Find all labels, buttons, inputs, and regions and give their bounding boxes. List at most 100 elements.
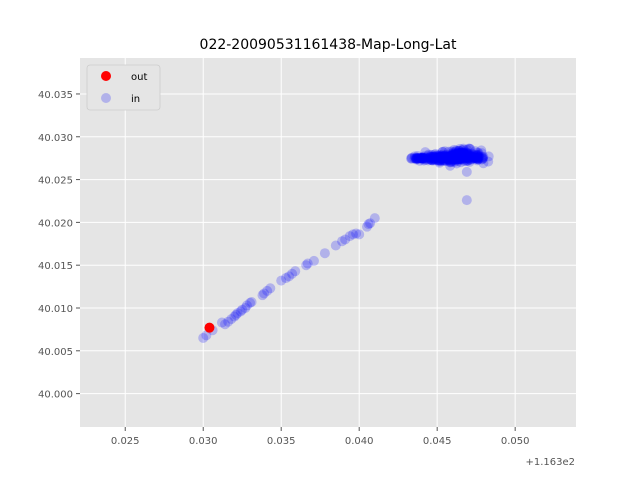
data-point-in [433, 155, 444, 166]
data-point-in [447, 151, 458, 162]
data-point-in [434, 155, 445, 166]
data-point-in [431, 155, 442, 166]
data-point-in [446, 152, 457, 163]
data-point-in [453, 148, 464, 159]
data-point-in [477, 152, 488, 163]
data-point-in [461, 149, 472, 160]
data-point-in [425, 153, 436, 164]
data-point-in [472, 155, 483, 166]
data-point-in [441, 152, 452, 163]
y-tick-label: 40.000 [38, 390, 73, 401]
data-point-in [284, 271, 295, 282]
data-point-in [439, 151, 450, 162]
data-point-in [240, 302, 251, 313]
data-point-in [412, 153, 423, 164]
data-point-in [453, 152, 464, 163]
data-point-in [437, 149, 448, 160]
data-point-in [201, 330, 212, 341]
data-point-in [472, 149, 483, 160]
data-point-in [454, 152, 465, 163]
data-point-in [443, 153, 454, 164]
data-point-in [457, 148, 468, 159]
data-point-in [458, 150, 469, 161]
data-point-in [301, 260, 312, 271]
data-point-in [474, 151, 485, 162]
data-point-in [435, 152, 446, 163]
data-point-in [431, 153, 442, 164]
data-point-in [428, 151, 439, 162]
data-point-in [445, 156, 456, 167]
data-point-in [478, 153, 489, 164]
data-point-in [330, 240, 341, 251]
data-point-in [476, 145, 487, 156]
data-point-in [469, 152, 480, 163]
data-point-in [447, 152, 458, 163]
data-point-in [451, 158, 462, 169]
series-out-points [204, 322, 215, 333]
data-point-in [457, 145, 468, 156]
data-point-in [461, 148, 472, 159]
data-point-in [472, 152, 483, 163]
data-point-in [440, 150, 451, 161]
data-point-in [477, 153, 488, 164]
data-point-in [458, 148, 469, 159]
x-tick-label: 0.035 [267, 436, 296, 447]
data-point-in [409, 153, 420, 164]
data-point-in [469, 152, 480, 163]
data-point-in [470, 146, 481, 157]
data-point-in [445, 160, 456, 171]
data-point-in [458, 146, 469, 157]
data-point-in [426, 155, 437, 166]
data-point-in [424, 151, 435, 162]
data-point-in [423, 150, 434, 161]
data-point-in [455, 151, 466, 162]
data-point-in [433, 154, 444, 165]
data-point-in [440, 152, 451, 163]
data-point-in [456, 151, 467, 162]
data-point-in [453, 147, 464, 158]
data-point-in [443, 153, 454, 164]
data-point-in [462, 155, 473, 166]
data-point-in [443, 146, 454, 157]
data-point-in [265, 283, 276, 294]
data-point-in [287, 268, 298, 279]
data-point-in [451, 146, 462, 157]
data-point-in [465, 144, 476, 155]
data-point-in [472, 150, 483, 161]
data-point-in [416, 152, 427, 163]
data-point-in [471, 150, 482, 161]
data-point-in [198, 332, 209, 343]
data-point-in [434, 151, 445, 162]
data-point-in [437, 151, 448, 162]
data-point-in [470, 150, 481, 161]
data-point-in [418, 155, 429, 166]
data-point-in [428, 151, 439, 162]
data-point-in [229, 311, 240, 322]
data-point-in [431, 152, 442, 163]
data-point-in [460, 152, 471, 163]
data-point-in [467, 153, 478, 164]
data-point-in [447, 151, 458, 162]
data-point-in [452, 151, 463, 162]
data-point-in [446, 153, 457, 164]
data-point-in [451, 151, 462, 162]
data-point-in [420, 154, 431, 165]
data-point-in [444, 154, 455, 165]
data-point-in [454, 143, 465, 154]
data-point-in [439, 153, 450, 164]
data-point-in [415, 153, 426, 164]
data-point-in [220, 319, 231, 330]
grid-lines [80, 58, 576, 427]
data-point-in [447, 149, 458, 160]
data-point-in [418, 154, 429, 165]
data-point-in [462, 155, 473, 166]
data-point-in [453, 154, 464, 165]
data-point-in [450, 153, 461, 164]
data-point-in [446, 150, 457, 161]
data-point-in [319, 248, 330, 259]
data-point-in [226, 314, 237, 325]
data-point-in [432, 152, 443, 163]
data-point-in [462, 151, 473, 162]
data-point-in [344, 231, 355, 242]
